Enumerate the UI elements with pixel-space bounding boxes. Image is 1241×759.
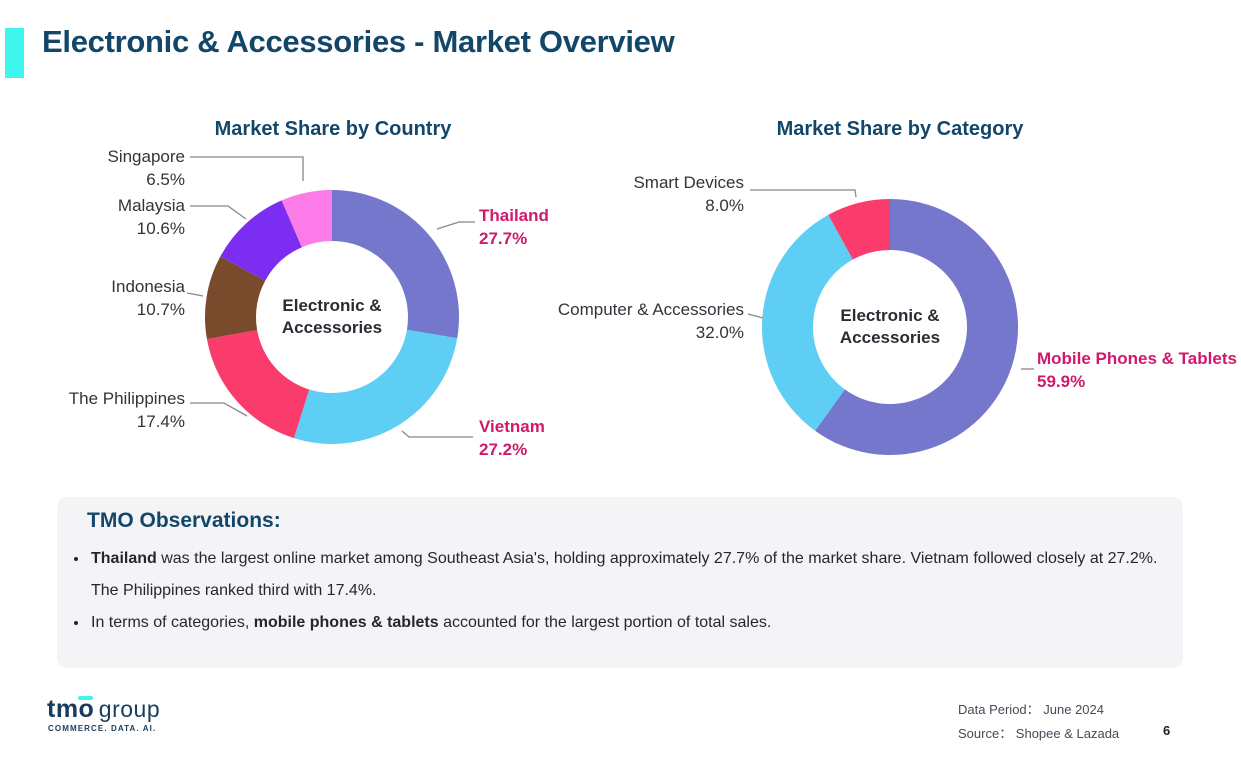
page-title: Electronic & Accessories - Market Overvi… [42,24,675,59]
donut-center-line2: Accessories [839,328,941,347]
slice-label-thailand: Thailand 27.7% [479,205,549,250]
logo-suffix-text: group [98,696,161,722]
donut-slice-vietnam [293,329,458,444]
donut-center-line1: Electronic & [840,306,940,325]
donut-center-line1: Electronic & [282,296,382,315]
bullet-bold-text: Thailand [91,550,157,567]
slice-value: 27.2% [479,439,528,459]
slice-value: 10.6% [136,218,185,238]
page-number: 6 [1163,723,1171,738]
slice-name: Thailand [479,206,549,225]
leader-line-indonesia [186,292,204,297]
slice-name: The Philippines [68,389,185,408]
slice-label-singapore: Singapore 6.5% [35,146,185,191]
title-accent-bar [5,28,24,78]
bullet-text: In terms of categories, [91,614,254,631]
bullet-bold-text: mobile phones & tablets [253,614,439,631]
bullet-text: accounted for the largest portion of tot… [438,614,772,631]
logo-macron-bar [78,696,93,700]
donut-slice-the-philippines [206,330,310,439]
observations-list: Thailand was the largest online market a… [71,543,1171,639]
slice-name: Indonesia [111,277,185,296]
donut-center-label-country: Electronic & Accessories [232,295,432,339]
slice-label-computer-accessories: Computer & Accessories 32.0% [514,299,744,344]
donut-slice-thailand [332,190,459,339]
slice-name: Malaysia [117,196,185,215]
slice-value: 10.7% [136,299,185,319]
donut-chart-country [204,190,459,444]
slice-value: 27.7% [479,228,528,248]
donut-slice-computer-accessories [761,214,853,431]
slice-label-mobile-phones: Mobile Phones & Tablets 59.9% [1037,348,1237,393]
donut-slice-indonesia [204,256,266,340]
slice-name: Vietnam [479,417,545,436]
slice-value: 6.5% [146,169,185,189]
slice-label-philippines: The Philippines 17.4% [15,388,185,433]
slice-value: 17.4% [136,411,185,431]
slice-name: Computer & Accessories [557,300,744,319]
logo-tagline: COMMERCE. DATA. AI. [48,724,157,733]
slice-label-malaysia: Malaysia 10.6% [35,195,185,240]
slice-value: 32.0% [695,322,744,342]
slice-label-indonesia: Indonesia 10.7% [35,276,185,321]
observations-panel: TMO Observations: Thailand was the large… [57,497,1183,668]
slice-value: 8.0% [705,195,744,215]
leader-line-singapore [190,156,304,181]
source-text: Source： Shopee & Lazada [958,726,1120,741]
slice-label-vietnam: Vietnam 27.2% [479,416,545,461]
donut-slice-smart-devices [828,199,890,260]
donut-slice-singapore [281,190,332,248]
slice-value: 59.9% [1037,371,1086,391]
observations-heading: TMO Observations: [87,509,281,532]
leader-line-smart-devices [750,189,857,198]
slice-name: Mobile Phones & Tablets [1037,349,1237,368]
chart-title-category: Market Share by Category [776,118,1024,140]
observation-item: Thailand was the largest online market a… [89,543,1171,607]
donut-slice-mobile-phones-tablets [815,199,1019,455]
donut-slice-malaysia [220,200,302,281]
tmo-group-logo: tmo group COMMERCE. DATA. AI. [47,695,207,737]
chart-title-country: Market Share by Country [214,118,452,140]
donut-center-label-category: Electronic & Accessories [790,305,990,349]
donut-chart-category [761,199,1019,455]
slice-name: Singapore [107,147,185,166]
donut-center-line2: Accessories [281,318,383,337]
bullet-text: was the largest online market among Sout… [91,550,1158,599]
slice-name: Smart Devices [633,173,744,192]
data-period-text: Data Period： June 2024 [958,702,1104,717]
observation-item: In terms of categories, mobile phones & … [89,607,1171,639]
slice-label-smart-devices: Smart Devices 8.0% [564,172,744,217]
